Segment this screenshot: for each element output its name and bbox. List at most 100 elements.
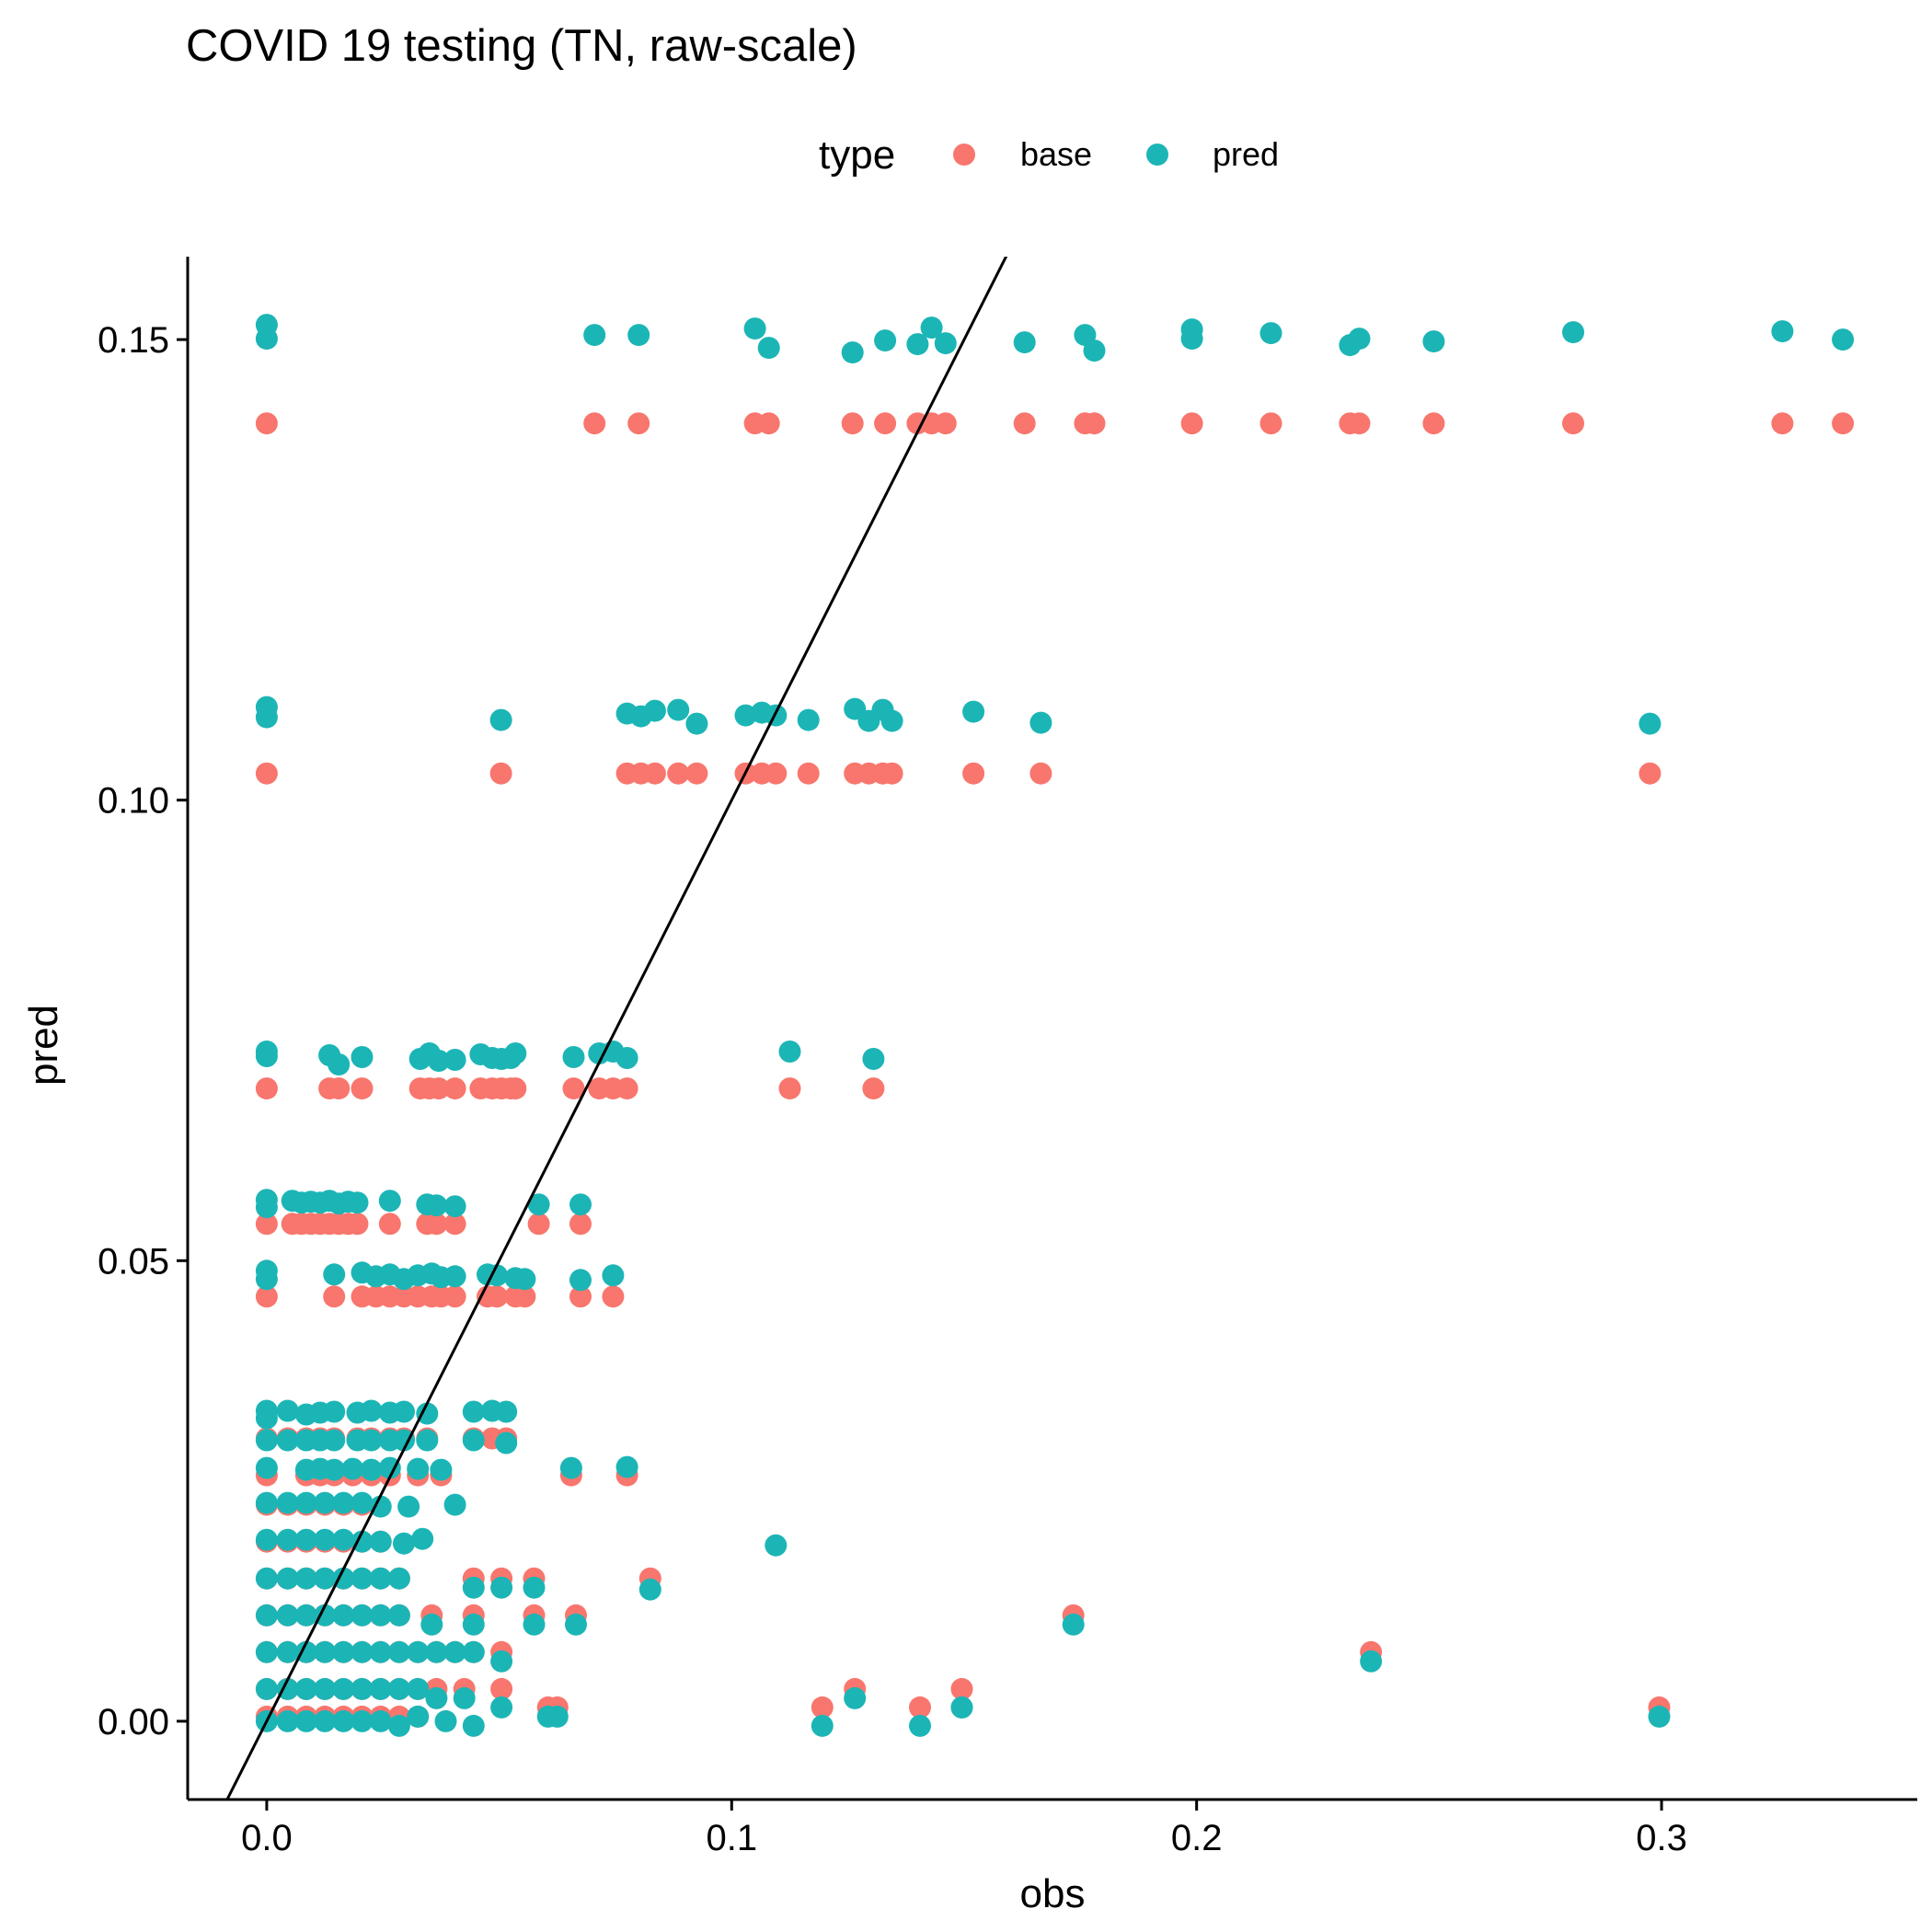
point-base-20 (1832, 412, 1855, 435)
point-base-35 (880, 762, 903, 785)
identity-reference-line (225, 257, 1008, 1800)
point-base-26 (667, 762, 690, 785)
point-pred-153 (294, 1567, 317, 1590)
point-base-66 (346, 1213, 369, 1236)
point-base-88 (602, 1285, 625, 1308)
point-pred-137 (351, 1491, 374, 1514)
point-pred-206 (294, 1709, 317, 1732)
point-pred-132 (255, 1491, 278, 1514)
point-pred-150 (765, 1534, 788, 1557)
point-pred-10 (934, 332, 957, 355)
point-pred-110 (276, 1429, 299, 1452)
point-pred-102 (360, 1399, 383, 1422)
y-tick-label: 0.15 (98, 320, 169, 361)
point-pred-171 (420, 1613, 443, 1636)
point-pred-167 (332, 1604, 355, 1627)
point-pred-191 (276, 1677, 299, 1700)
point-pred-136 (332, 1491, 355, 1514)
point-pred-34 (797, 708, 820, 731)
point-pred-160 (490, 1576, 513, 1599)
point-pred-109 (255, 1429, 278, 1452)
point-pred-104 (393, 1400, 415, 1423)
point-pred-128 (407, 1457, 430, 1480)
y-tick-label: 0.00 (98, 1702, 169, 1742)
point-pred-177 (276, 1640, 299, 1663)
point-pred-75 (443, 1195, 466, 1218)
point-base-37 (1029, 762, 1052, 785)
point-base-87 (569, 1285, 592, 1308)
point-pred-141 (255, 1528, 278, 1551)
point-pred-207 (314, 1709, 337, 1732)
point-pred-118 (416, 1429, 439, 1452)
point-pred-5 (757, 337, 780, 360)
point-pred-127 (378, 1456, 401, 1479)
point-pred-193 (314, 1677, 337, 1700)
point-pred-194 (332, 1677, 355, 1700)
point-pred-208 (332, 1709, 355, 1732)
point-pred-140 (443, 1493, 466, 1516)
point-pred-55 (504, 1042, 527, 1064)
point-pred-28 (643, 699, 666, 722)
point-base-0 (255, 412, 278, 435)
point-pred-96 (255, 1407, 278, 1430)
point-pred-117 (393, 1429, 415, 1452)
point-pred-13 (1083, 339, 1106, 362)
point-pred-134 (294, 1491, 317, 1514)
point-base-74 (323, 1285, 346, 1308)
point-base-14 (1259, 412, 1282, 435)
point-pred-205 (276, 1709, 299, 1732)
point-pred-92 (513, 1268, 536, 1291)
point-pred-90 (486, 1264, 509, 1287)
point-pred-181 (351, 1640, 374, 1663)
point-base-46 (443, 1077, 466, 1100)
point-pred-159 (462, 1576, 485, 1599)
point-base-51 (504, 1077, 527, 1100)
point-base-71 (527, 1213, 550, 1236)
point-pred-126 (360, 1458, 383, 1481)
point-pred-29 (667, 698, 690, 721)
point-pred-213 (434, 1709, 457, 1732)
point-pred-7 (874, 329, 897, 352)
point-pred-130 (559, 1456, 582, 1479)
point-pred-166 (314, 1604, 337, 1627)
point-pred-79 (255, 1268, 278, 1291)
x-tick-label: 0.1 (706, 1818, 757, 1858)
point-pred-209 (351, 1709, 374, 1732)
point-base-10 (1013, 412, 1036, 435)
point-base-82 (443, 1285, 466, 1308)
point-base-69 (425, 1213, 448, 1236)
point-pred-120 (495, 1432, 518, 1455)
point-pred-148 (393, 1532, 415, 1555)
point-pred-163 (255, 1604, 278, 1627)
point-pred-18 (1348, 328, 1371, 351)
point-pred-9 (920, 316, 943, 339)
point-pred-80 (323, 1263, 346, 1286)
legend-label-pred: pred (1213, 135, 1279, 173)
point-pred-180 (332, 1640, 355, 1663)
point-pred-217 (811, 1714, 834, 1737)
point-pred-172 (462, 1613, 485, 1636)
point-pred-196 (369, 1677, 392, 1700)
x-tick-label: 0.3 (1636, 1818, 1687, 1858)
point-base-36 (962, 762, 985, 785)
point-pred-147 (369, 1530, 392, 1553)
point-pred-189 (1360, 1650, 1383, 1673)
point-pred-200 (453, 1686, 476, 1709)
point-base-42 (351, 1077, 374, 1100)
point-pred-3 (627, 324, 650, 347)
point-base-21 (255, 762, 278, 785)
point-pred-214 (462, 1714, 485, 1737)
point-pred-178 (294, 1640, 317, 1663)
point-base-70 (443, 1213, 466, 1236)
y-axis-ticks: 0.00 0.05 0.10 0.15 (98, 320, 188, 1742)
point-pred-63 (255, 1196, 278, 1219)
point-base-45 (427, 1077, 450, 1100)
point-base-55 (615, 1077, 638, 1100)
point-pred-59 (615, 1047, 638, 1069)
point-base-5 (841, 412, 864, 435)
point-pred-142 (276, 1528, 299, 1551)
point-pred-19 (1422, 330, 1445, 353)
point-pred-211 (387, 1714, 410, 1737)
points-layer (255, 314, 1855, 1737)
